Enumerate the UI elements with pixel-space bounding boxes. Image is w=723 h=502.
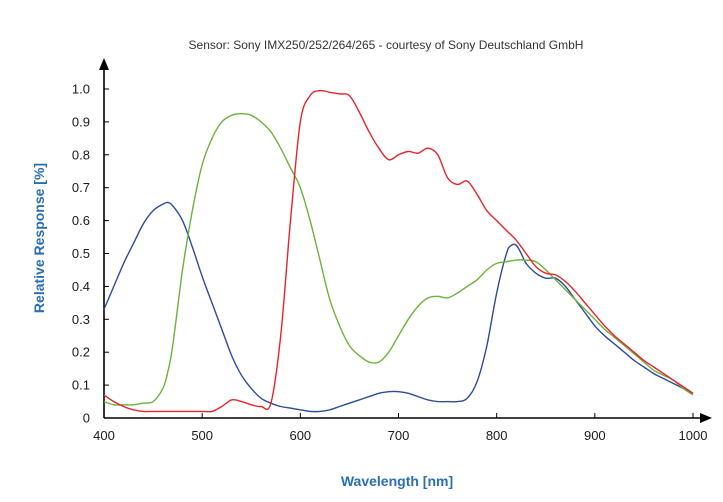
y-tick-label: 0.4	[72, 279, 90, 294]
y-tick-label: 0.8	[72, 147, 90, 162]
x-tick-label: 600	[289, 428, 311, 443]
y-tick-label: 1.0	[72, 82, 90, 97]
blue-response-line	[103, 201, 694, 413]
y-tick-label: 0.7	[72, 180, 90, 195]
y-tick-label: 0.5	[72, 246, 90, 261]
y-tick-label: 0.9	[72, 114, 90, 129]
y-tick-label: 0.3	[72, 312, 90, 327]
x-axis-label: Wavelength [nm]	[341, 473, 453, 489]
x-axis-arrow-icon	[700, 413, 712, 423]
y-ticks: 0 0.1 0.2 0.3 0.4 0.5 0.6 0.7 0.8 0.9 1.0	[72, 82, 109, 426]
x-ticks: 400 500 600 700 800 900 1000	[93, 413, 707, 443]
x-tick-label: 1000	[679, 428, 708, 443]
green-response-line	[103, 113, 694, 406]
y-tick-label: 0.6	[72, 213, 90, 228]
x-tick-label: 400	[93, 428, 115, 443]
axes	[99, 58, 712, 423]
series-lines	[103, 89, 694, 413]
x-tick-label: 700	[388, 428, 410, 443]
chart-title: Sensor: Sony IMX250/252/264/265 - courte…	[189, 38, 584, 52]
y-tick-label: 0.2	[72, 345, 90, 360]
y-axis-label: Relative Response [%]	[31, 163, 47, 313]
y-axis-arrow-icon	[99, 58, 109, 70]
x-tick-label: 800	[486, 428, 508, 443]
red-response-line	[103, 89, 694, 413]
x-tick-label: 900	[584, 428, 606, 443]
x-tick-label: 500	[191, 428, 213, 443]
y-tick-label: 0	[83, 411, 90, 426]
y-tick-label: 0.1	[72, 378, 90, 393]
